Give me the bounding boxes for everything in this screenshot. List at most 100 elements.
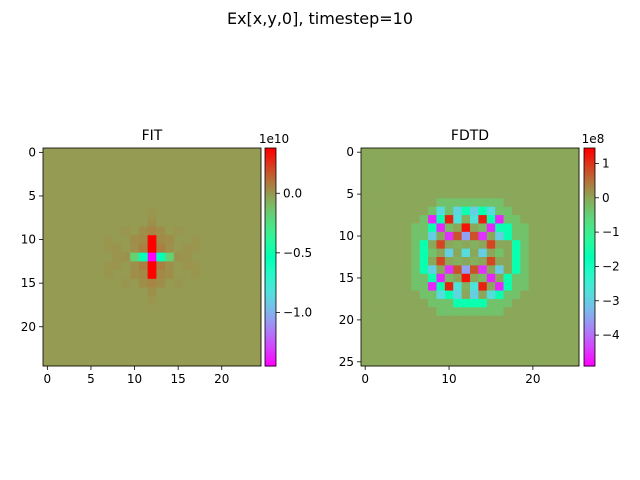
heatmap-cell — [112, 357, 122, 367]
heatmap-cell — [428, 198, 437, 208]
heatmap-cell — [419, 282, 429, 292]
heatmap-cell — [199, 331, 210, 341]
heatmap-cell — [570, 298, 580, 308]
heatmap-cell — [478, 273, 488, 283]
heatmap-cell — [411, 307, 421, 317]
heatmap-cell — [369, 340, 379, 350]
heatmap-cell — [234, 200, 245, 210]
heatmap-cell — [226, 156, 236, 166]
heatmap-cell — [43, 209, 53, 219]
heatmap-cell — [402, 257, 412, 266]
colorbar-segment — [265, 224, 276, 227]
colorbar-segment — [265, 311, 276, 314]
heatmap-cell — [361, 248, 370, 258]
heatmap-cell — [51, 313, 61, 323]
colorbar-segment — [584, 215, 595, 218]
heatmap-cell — [511, 181, 521, 191]
heatmap-cell — [226, 339, 236, 350]
heatmap-cell — [570, 273, 580, 283]
heatmap-cell — [60, 235, 70, 245]
heatmap-cell — [86, 348, 96, 358]
heatmap-cell — [208, 148, 218, 158]
colorbar-segment — [584, 273, 595, 276]
heatmap-cell — [104, 243, 114, 254]
heatmap-cell — [95, 148, 105, 158]
heatmap-cell — [130, 243, 140, 254]
heatmap-cell — [361, 156, 370, 166]
heatmap-cell — [528, 148, 538, 157]
heatmap-cell — [69, 182, 79, 193]
heatmap-cell — [428, 173, 437, 183]
heatmap-cell — [60, 270, 70, 280]
heatmap-cell — [503, 357, 513, 367]
heatmap-cell — [217, 322, 227, 332]
heatmap-cell — [402, 156, 412, 166]
heatmap-cell — [182, 313, 192, 323]
heatmap-cell — [95, 357, 105, 367]
heatmap-cell — [121, 348, 131, 358]
heatmap-cell — [436, 324, 446, 333]
colorbar-segment — [584, 326, 595, 329]
heatmap-cell — [478, 173, 488, 183]
heatmap-cell — [217, 313, 227, 323]
heatmap-cell — [511, 206, 521, 216]
colorbar-segment — [584, 302, 595, 305]
colorbar-segment — [584, 309, 595, 313]
heatmap-cell — [95, 304, 105, 315]
colorbar-segment — [265, 206, 276, 209]
heatmap-cell — [495, 298, 505, 308]
heatmap-cell — [130, 200, 140, 210]
heatmap-cell — [545, 164, 555, 174]
heatmap-cell — [95, 235, 105, 245]
heatmap-cell — [121, 322, 131, 332]
heatmap-cell — [528, 298, 538, 308]
heatmap-cell — [511, 357, 521, 367]
heatmap-cell — [69, 331, 79, 341]
heatmap-cell — [545, 189, 555, 199]
heatmap-cell — [520, 282, 530, 292]
colorbar-segment — [584, 278, 595, 282]
heatmap-cell — [520, 324, 530, 333]
heatmap-cell — [182, 165, 192, 175]
colorbar-segment — [265, 231, 276, 234]
heatmap-cell — [112, 156, 122, 166]
heatmap-cell — [156, 235, 166, 245]
heatmap-cell — [147, 156, 157, 166]
heatmap-cell — [86, 287, 96, 297]
heatmap-cell — [243, 165, 253, 175]
heatmap-cell — [43, 270, 53, 280]
heatmap-cell — [361, 357, 370, 367]
heatmap-cell — [243, 156, 253, 166]
heatmap-cell — [470, 298, 479, 308]
heatmap-cell — [386, 164, 396, 174]
heatmap-cell — [537, 240, 546, 250]
heatmap-cell — [394, 223, 404, 233]
heatmap-cell — [419, 215, 429, 224]
heatmap-cell — [520, 181, 530, 191]
heatmap-cell — [208, 226, 218, 236]
heatmap-cell — [453, 231, 463, 241]
heatmap-cell — [394, 332, 404, 342]
heatmap-cell — [217, 182, 227, 193]
heatmap-cell — [182, 226, 192, 236]
heatmap-cell — [243, 209, 253, 219]
heatmap-cell — [112, 200, 122, 210]
heatmap-cell — [478, 298, 488, 308]
heatmap-cell — [121, 296, 131, 306]
heatmap-cell — [461, 206, 471, 216]
heatmap-cell — [511, 282, 521, 292]
heatmap-cell — [121, 174, 131, 184]
heatmap-cell — [562, 240, 572, 250]
heatmap-cell — [411, 198, 421, 208]
heatmap-cell — [86, 270, 96, 280]
colorbar-segment — [584, 187, 595, 191]
heatmap-cell — [444, 156, 454, 166]
colorbar-segment — [584, 293, 595, 296]
colorbar-segment — [584, 231, 595, 234]
heatmap-cell — [453, 324, 463, 333]
heatmap-cell — [377, 215, 387, 224]
heatmap-cell — [528, 315, 538, 325]
colorbar-segment — [265, 262, 276, 265]
heatmap-cell — [104, 174, 114, 184]
colorbar-segment — [265, 253, 276, 256]
